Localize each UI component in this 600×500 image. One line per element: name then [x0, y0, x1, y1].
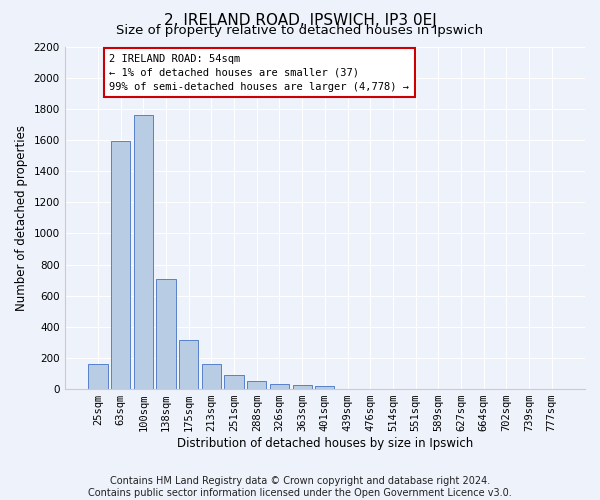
Bar: [134, 115, 153, 389]
Bar: [270, 384, 289, 389]
Text: 2, IRELAND ROAD, IPSWICH, IP3 0EJ: 2, IRELAND ROAD, IPSWICH, IP3 0EJ: [164, 12, 436, 28]
Bar: [88, 364, 107, 389]
Bar: [202, 364, 221, 389]
Bar: [293, 385, 312, 389]
Text: Contains HM Land Registry data © Crown copyright and database right 2024.
Contai: Contains HM Land Registry data © Crown c…: [88, 476, 512, 498]
Bar: [111, 142, 130, 389]
Bar: [179, 340, 199, 389]
Y-axis label: Number of detached properties: Number of detached properties: [15, 125, 28, 311]
Text: 2 IRELAND ROAD: 54sqm
← 1% of detached houses are smaller (37)
99% of semi-detac: 2 IRELAND ROAD: 54sqm ← 1% of detached h…: [109, 54, 409, 92]
Text: Size of property relative to detached houses in Ipswich: Size of property relative to detached ho…: [116, 24, 484, 37]
Bar: [224, 375, 244, 389]
Bar: [315, 386, 334, 389]
X-axis label: Distribution of detached houses by size in Ipswich: Distribution of detached houses by size …: [177, 437, 473, 450]
Bar: [157, 278, 176, 389]
Bar: [247, 380, 266, 389]
